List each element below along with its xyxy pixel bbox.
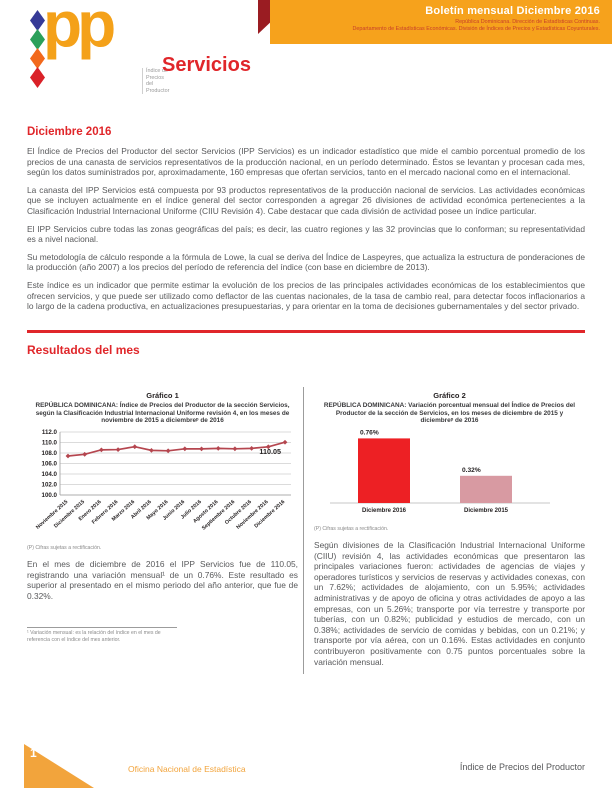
logo-diamond-orange <box>30 48 45 69</box>
bar-chart: 0.76% Diciembre 2016 0.32% Diciembre 2015 <box>330 430 550 514</box>
logo-caption-line1: Índice de <box>146 68 168 74</box>
svg-text:Diciembre 2015: Diciembre 2015 <box>464 508 509 514</box>
footer-institution: Oficina Nacional de Estadística <box>128 764 246 774</box>
chart1-note: (P) Cifras sujetas a rectificación. <box>27 545 102 552</box>
logo-diamond-blue <box>30 10 45 31</box>
band-subtitle-line1: República Dominicana. Dirección de Estad… <box>455 19 600 25</box>
chart2-paragraph: Según divisiones de la Clasificación Ind… <box>314 540 585 667</box>
intro-paragraph-3: El IPP Servicios cubre todas las zonas g… <box>27 223 585 245</box>
svg-text:0.76%: 0.76% <box>360 430 379 437</box>
chart1-paragraph: En el mes de diciembre de 2016 el IPP Se… <box>27 559 298 601</box>
svg-text:108.0: 108.0 <box>42 450 58 457</box>
logo-letters: pp <box>43 0 116 60</box>
section-heading-results: Resultados del mes <box>27 342 140 357</box>
intro-paragraph-1: El Índice de Precios del Productor del s… <box>27 146 585 178</box>
svg-text:0.32%: 0.32% <box>462 467 481 474</box>
line-chart: 100.0 102.0 104.0 106.0 108.0 110.0 112.0 110.0… <box>35 429 291 532</box>
chart2-subtitle: REPÚBLICA DOMINICANA: Variación porcentu… <box>323 401 576 425</box>
intro-paragraph-2: La canasta del IPP Servicios está compue… <box>27 184 585 216</box>
svg-text:Diciembre 2016: Diciembre 2016 <box>362 508 407 514</box>
logo-caption: Índice de Precios del Productor <box>142 68 170 95</box>
chart2-column: Gráfico 2 REPÚBLICA DOMINICANA: Variació… <box>304 387 585 675</box>
svg-text:112.0: 112.0 <box>42 429 58 436</box>
ipp-logo-mark-icon <box>30 10 45 90</box>
svg-text:Diciembre 2016: Diciembre 2016 <box>253 499 286 530</box>
chart2-note: (P) Cifras sujetas a rectificación. <box>314 526 389 533</box>
intro-paragraph-4: Su metodología de cálculo responde a la … <box>27 251 585 273</box>
header-band: Boletín mensual Diciembre 2016 República… <box>270 0 612 44</box>
logo-caption-line3: del Productor <box>146 81 170 94</box>
intro-paragraph-5: Este índice es un indicador que permite … <box>27 279 585 312</box>
page-subtitle: Servicios <box>162 54 251 76</box>
results-columns: Gráfico 1 REPÚBLICA DOMINICANA: Índice d… <box>27 386 585 675</box>
svg-text:100.0: 100.0 <box>42 492 58 499</box>
footer-index-name: Índice de Precios del Productor <box>459 762 585 772</box>
svg-text:110.05: 110.05 <box>259 447 281 456</box>
svg-text:106.0: 106.0 <box>42 461 58 468</box>
chart2-title: Gráfico 2 <box>433 390 466 400</box>
page-number: 1 <box>30 746 37 760</box>
band-subtitle: República Dominicana. Dirección de Estad… <box>310 19 601 32</box>
section-heading-month: Diciembre 2016 <box>27 126 112 138</box>
page-content: Diciembre 2016 El Índice de Precios del … <box>0 112 612 675</box>
logo-caption-line2: Precios <box>146 74 164 81</box>
band-subtitle-line2: Departamento de Estadísticas Económicas.… <box>352 25 601 32</box>
logo-diamond-red <box>30 67 45 88</box>
band-title: Boletín mensual Diciembre 2016 <box>425 5 600 17</box>
chart1-column: Gráfico 1 REPÚBLICA DOMINICANA: Índice d… <box>27 386 304 675</box>
section-divider <box>27 329 585 333</box>
svg-text:110.0: 110.0 <box>42 440 58 447</box>
logo-diamond-green <box>30 29 45 50</box>
chart1-footnote: ¹ Variación mensual: es la relación del … <box>27 627 177 643</box>
svg-text:102.0: 102.0 <box>42 482 58 489</box>
chart1-title: Gráfico 1 <box>146 390 179 400</box>
chart1-subtitle: REPÚBLICA DOMINICANA: Índice de Precios … <box>35 401 290 425</box>
svg-text:104.0: 104.0 <box>42 471 58 478</box>
